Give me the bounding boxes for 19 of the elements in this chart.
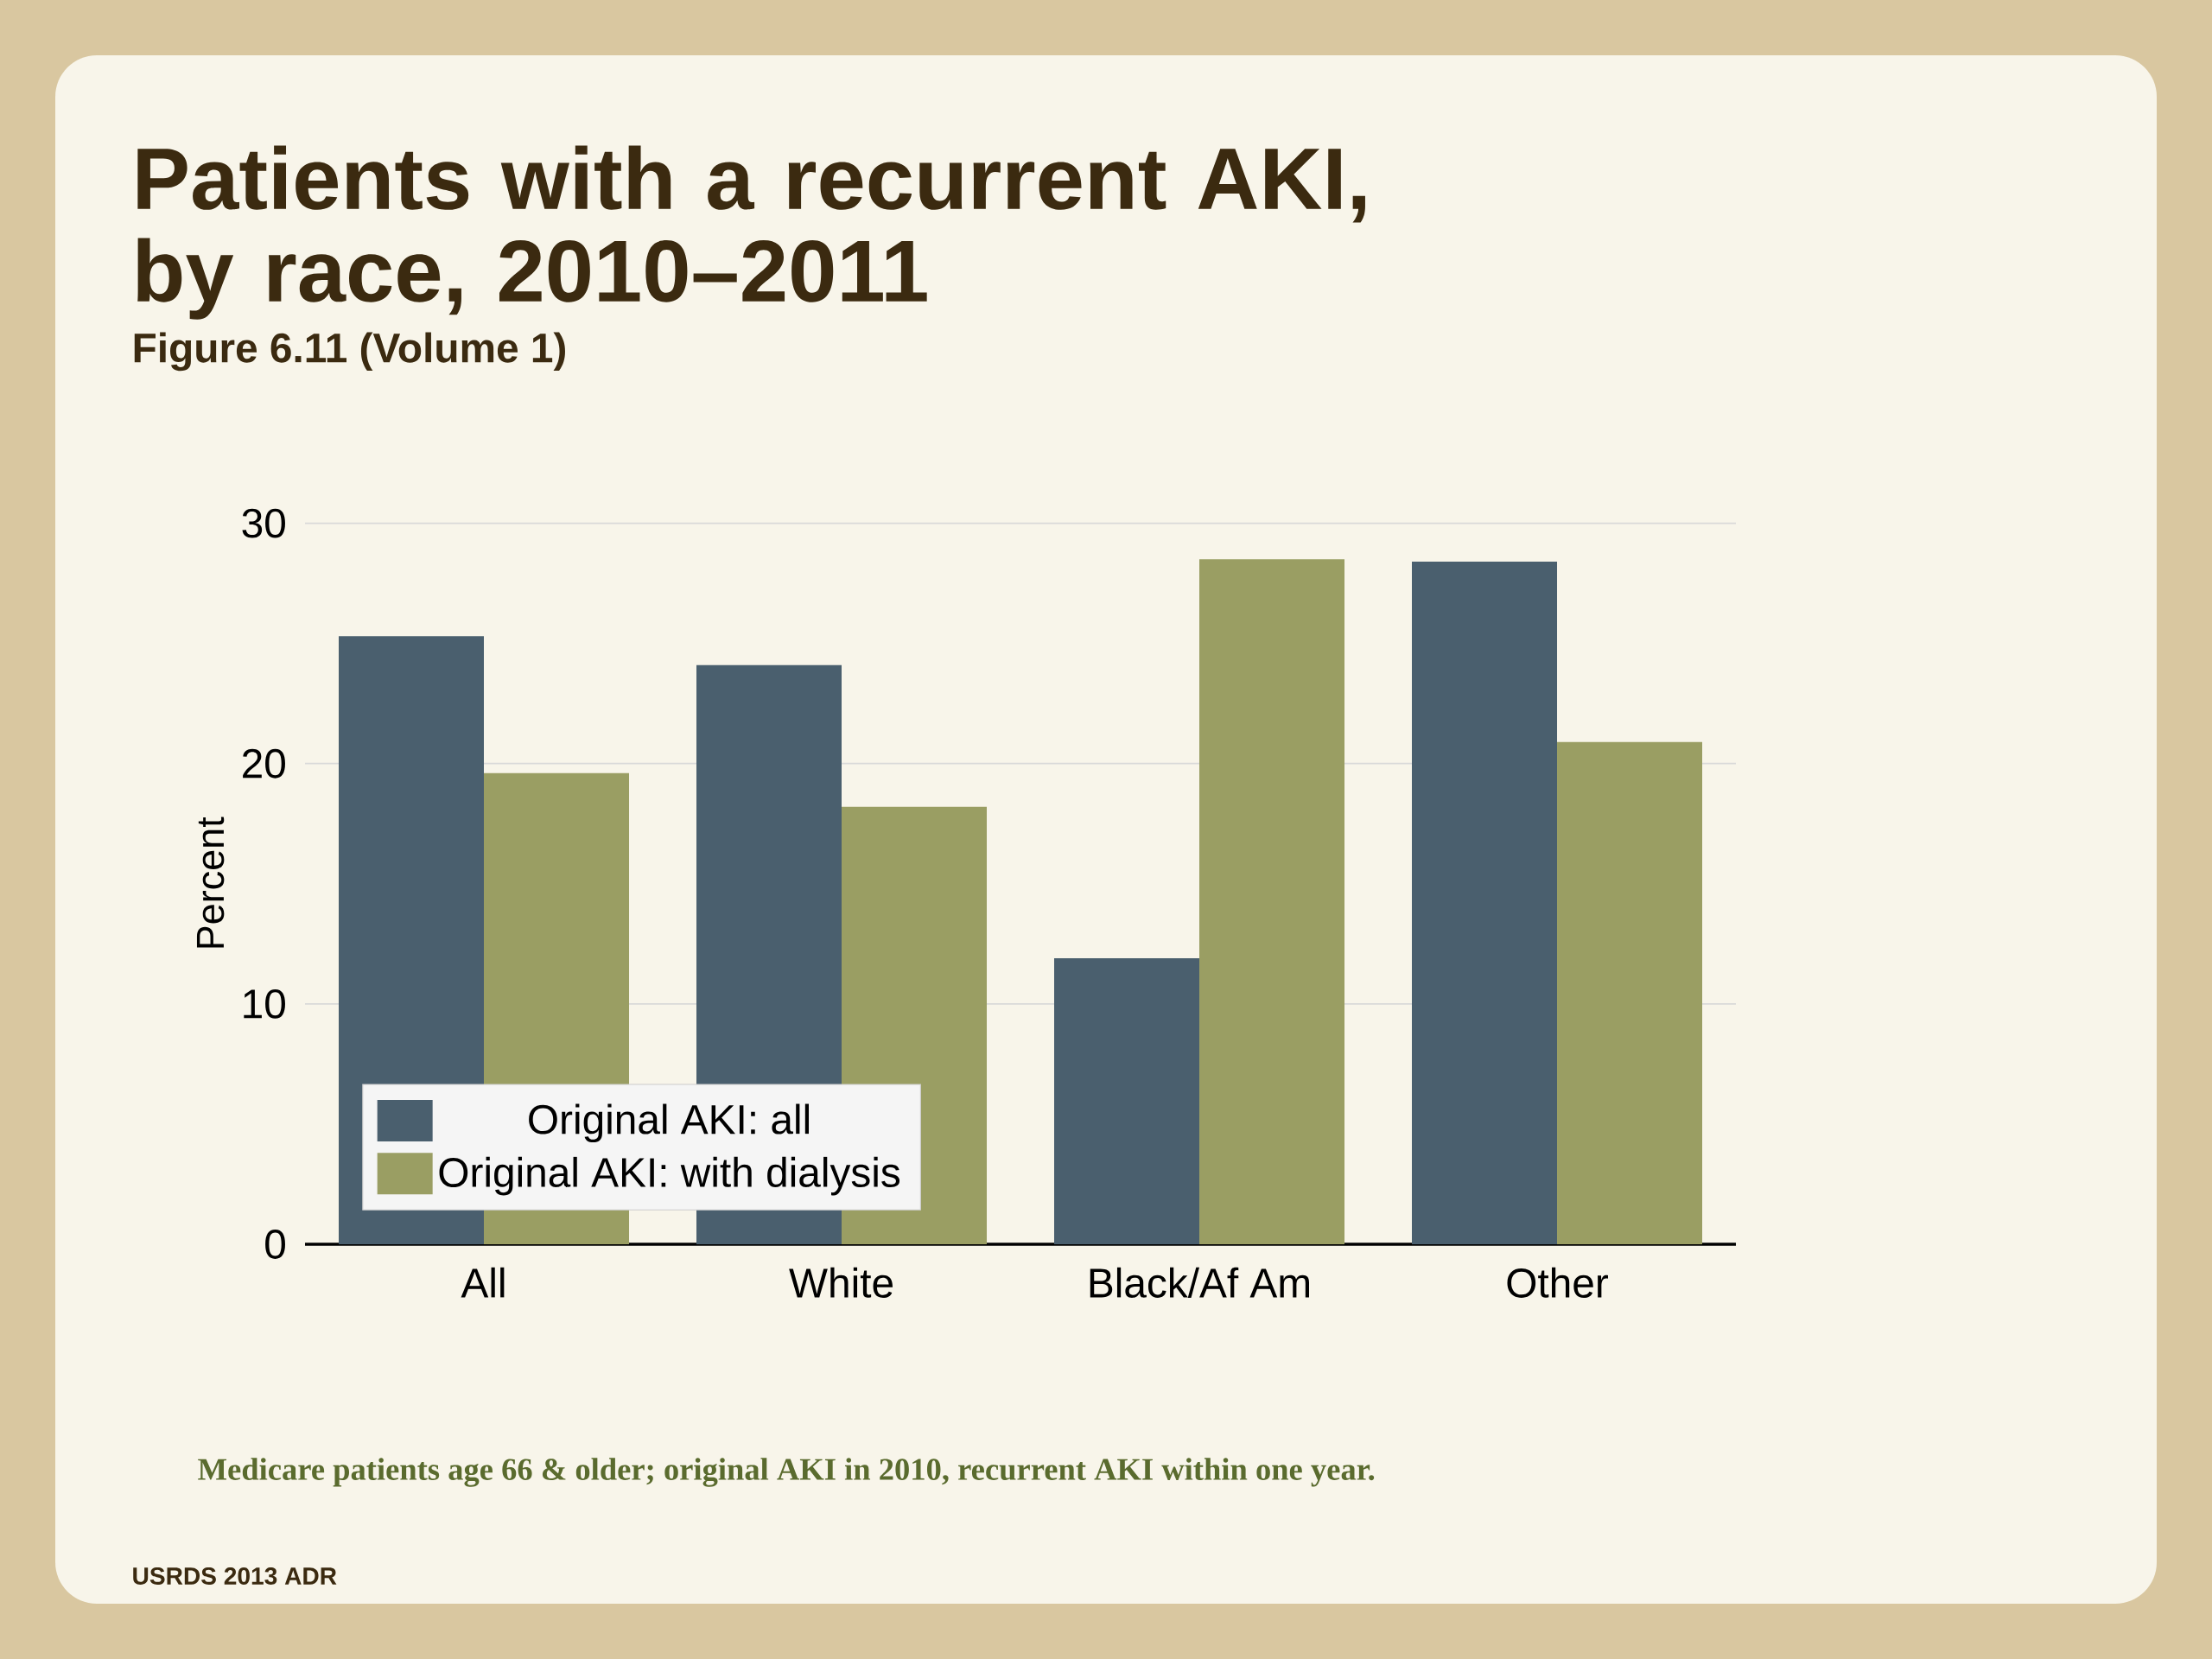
bar	[1054, 958, 1200, 1244]
y-tick-label: 30	[242, 508, 285, 538]
legend-label: Original AKI: with dialysis	[439, 1156, 900, 1196]
bar	[1557, 741, 1703, 1244]
x-tick-label: Black/Af Am	[1090, 1267, 1309, 1298]
x-tick-label: White	[789, 1267, 893, 1298]
x-tick-label: All	[461, 1267, 505, 1298]
bar	[1199, 559, 1345, 1244]
y-axis-title: Percent	[196, 817, 225, 948]
text: USRDS 2013 ADR	[133, 1567, 337, 1585]
chart-title: Patients with a recurrent AKI, by race, 2010–2011	[137, 145, 1365, 320]
bar	[1412, 562, 1558, 1244]
chart-subtitle: Figure 6.11 (Volume 1)	[134, 332, 565, 372]
text: Medicare patients age 66 & older; original AKI in 2010, recurrent AKI within one year.	[198, 1458, 1375, 1487]
legend-label: Original AKI: all	[529, 1103, 809, 1143]
y-tick-label: 0	[265, 1230, 285, 1259]
x-tick-label: Other	[1507, 1267, 1608, 1298]
y-tick-label: 20	[243, 748, 285, 779]
y-tick-label: 10	[244, 988, 285, 1019]
